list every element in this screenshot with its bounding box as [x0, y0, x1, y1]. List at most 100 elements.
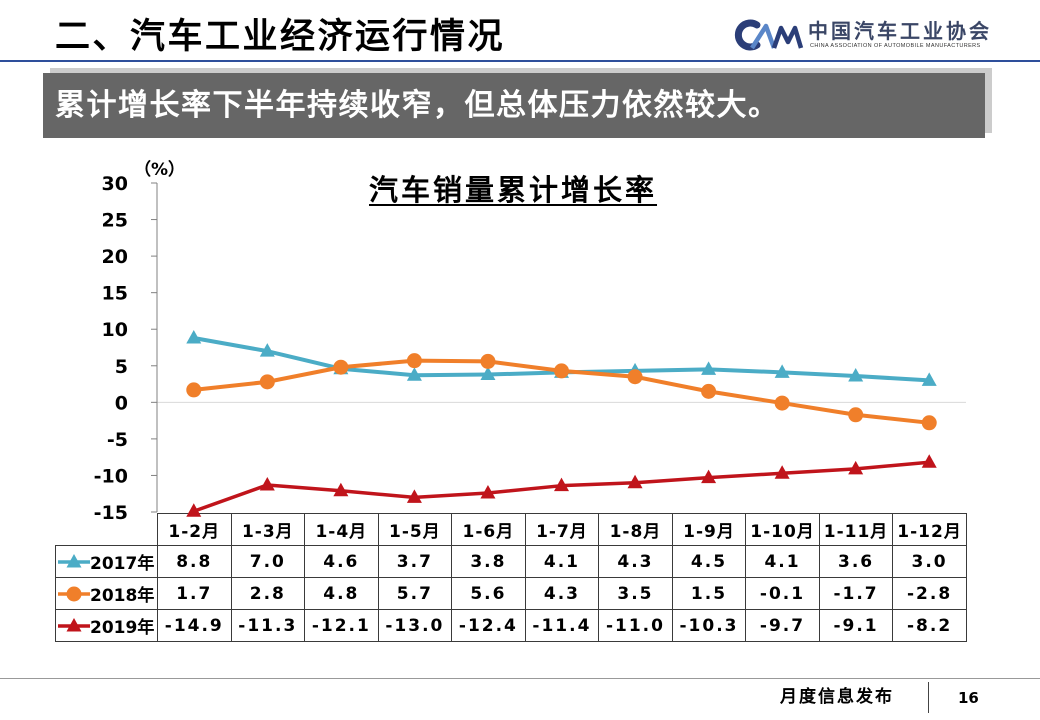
logo-a-stroke [750, 23, 777, 50]
value-cell-2017-4: 3.7 [377, 545, 453, 578]
data-point-2018-7 [627, 369, 643, 385]
data-point-2018-3 [333, 359, 349, 375]
value-cell-2017-8: 4.5 [671, 545, 747, 578]
chart-title: 汽车销量累计增长率 [369, 173, 658, 207]
x-category-label: 1-2月 [157, 513, 232, 546]
data-point-2019-9 [774, 465, 790, 479]
data-point-2019-8 [701, 469, 717, 484]
caam-logo: 中国汽车工业协会 CHINA ASSOCIATION OF AUTOMOBILE… [728, 14, 998, 56]
data-point-2017-6 [554, 364, 569, 378]
x-category-label: 1-6月 [451, 513, 526, 546]
data-point-2017-3 [333, 360, 349, 375]
y-tick-label: 30 [102, 173, 128, 195]
slide-title: 二、汽车工业经济运行情况 [55, 17, 506, 57]
series-line-2017 [193, 336, 930, 383]
data-point-2018-10 [848, 407, 864, 423]
footer-separator [928, 682, 929, 713]
x-category-label: 1-8月 [598, 513, 673, 546]
legend-label-2019: 2019年 [90, 618, 155, 638]
value-cell-2019-7: -11.0 [598, 609, 673, 642]
y-tick-label: 10 [102, 319, 128, 341]
x-category-label: 1-4月 [304, 513, 379, 546]
series-2018 [186, 353, 937, 431]
legend-label-2018: 2018年 [90, 586, 155, 606]
data-point-2018-1 [186, 382, 202, 398]
logo-name-cn: 中国汽车工业协会 [808, 19, 992, 43]
value-cell-2018-11: -2.8 [892, 577, 967, 610]
value-cell-2018-5: 5.6 [451, 577, 526, 610]
value-cell-2018-1: 1.7 [157, 577, 232, 610]
data-point-2019-6 [554, 477, 569, 492]
value-cell-2018-2: 2.8 [230, 577, 306, 610]
legend-marker-2018 [66, 586, 82, 601]
data-point-2017-4 [406, 367, 422, 381]
data-point-2019-11 [921, 454, 937, 468]
value-cell-2019-9: -9.7 [745, 609, 820, 642]
table-row-2019: 2019年 -14.9 -11.3 -12.1 -13.0 -12.4 -11.4 -11.0… [55, 609, 967, 642]
series-2017 [186, 329, 937, 386]
data-point-2019-5 [480, 484, 496, 499]
data-point-2017-9 [774, 364, 790, 378]
y-tick-label: -10 [94, 465, 128, 487]
y-axis-unit-label: （%） [134, 160, 186, 180]
x-category-label: 1-7月 [524, 513, 600, 546]
footer-rule [0, 678, 1040, 679]
data-point-2018-9 [774, 395, 790, 411]
value-cell-2019-11: -8.2 [892, 609, 967, 642]
data-point-2018-8 [701, 383, 717, 399]
value-cell-2019-6: -11.4 [524, 609, 600, 642]
data-point-2019-2 [259, 476, 275, 491]
legend-label-2017: 2017年 [90, 554, 155, 574]
value-cell-2019-8: -10.3 [671, 609, 747, 642]
footer-label: 月度信息发布 [780, 687, 894, 707]
logo-mark-icon [734, 19, 804, 51]
value-cell-2017-5: 3.8 [451, 545, 526, 578]
value-cell-2019-4: -13.0 [377, 609, 453, 642]
y-tick-label: -5 [107, 429, 128, 451]
y-tick-label: 5 [115, 356, 128, 378]
x-category-label: 1-9月 [671, 513, 747, 546]
value-cell-2017-9: 4.1 [745, 545, 820, 578]
value-cell-2017-2: 7.0 [230, 545, 306, 578]
data-point-2018-2 [259, 374, 275, 390]
value-cell-2017-11: 3.0 [892, 545, 967, 578]
value-cell-2019-1: -14.9 [157, 609, 232, 642]
data-table: 1-2月 1-3月 1-4月 1-5月 1-6月 1-7月 1-8月 1-9月 1-10月 1-1… [55, 513, 967, 642]
headline-banner: 累计增长率下半年持续收窄，但总体压力依然较大。 [43, 73, 985, 138]
value-cell-2017-10: 3.6 [818, 545, 894, 578]
data-point-2017-11 [921, 372, 937, 386]
logo-m-stroke [771, 25, 804, 49]
series-2019 [186, 454, 937, 517]
value-cell-2018-9: -0.1 [745, 577, 820, 610]
data-point-2017-10 [848, 368, 864, 382]
value-cell-2018-6: 4.3 [524, 577, 600, 610]
value-cell-2018-8: 1.5 [671, 577, 747, 610]
y-tick-label: 0 [115, 392, 128, 414]
data-point-2017-5 [480, 366, 496, 381]
headline-banner-text: 累计增长率下半年持续收窄，但总体压力依然较大。 [55, 88, 780, 123]
legend-cell-2019: 2019年 [55, 609, 158, 642]
value-cell-2018-7: 3.5 [598, 577, 673, 610]
table-row-2018: 2018年 1.7 2.8 4.8 5.7 5.6 4.3 3.5 1.5 -0.1 -1.7 -2.… [55, 577, 967, 610]
x-category-label: 1-10月 [745, 513, 820, 546]
data-point-2018-11 [921, 415, 937, 431]
data-point-2017-1 [186, 329, 202, 344]
legend-cell-2017: 2017年 [55, 545, 158, 578]
title-rule [0, 60, 1040, 62]
value-cell-2017-1: 8.8 [157, 545, 232, 578]
series-line-2018 [193, 358, 930, 425]
value-cell-2018-10: -1.7 [818, 577, 894, 610]
legend-swatch-2018 [58, 586, 90, 601]
legend-marker-2019 [66, 617, 82, 631]
table-header-row: 1-2月 1-3月 1-4月 1-5月 1-6月 1-7月 1-8月 1-9月 1-10月 1-1… [56, 513, 967, 546]
value-cell-2017-3: 4.6 [304, 545, 379, 578]
value-cell-2018-3: 4.8 [304, 577, 379, 610]
x-category-label: 1-11月 [818, 513, 894, 546]
legend-swatch-2019 [58, 617, 90, 631]
data-point-2018-6 [554, 363, 569, 379]
value-cell-2019-3: -12.1 [304, 609, 379, 642]
value-cell-2019-2: -11.3 [230, 609, 306, 642]
data-point-2019-7 [627, 474, 643, 489]
value-cell-2017-6: 4.1 [524, 545, 600, 578]
data-point-2018-4 [406, 353, 422, 369]
